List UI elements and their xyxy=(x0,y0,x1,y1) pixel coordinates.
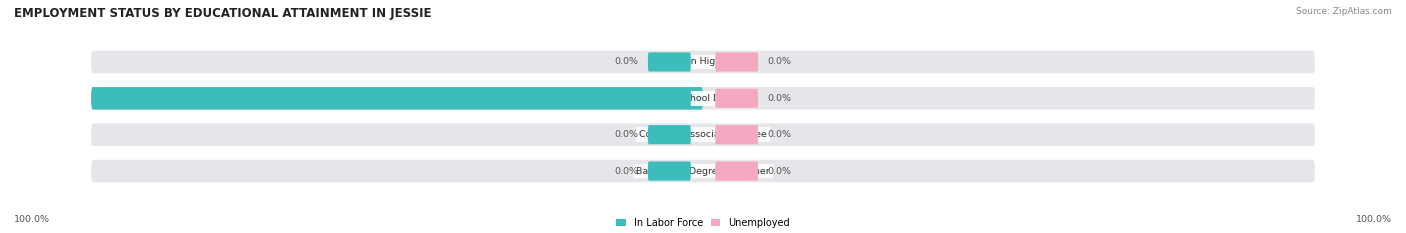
Text: 0.0%: 0.0% xyxy=(768,130,792,139)
Text: Less than High School: Less than High School xyxy=(651,58,755,66)
FancyBboxPatch shape xyxy=(91,87,703,110)
Text: 0.0%: 0.0% xyxy=(768,58,792,66)
Text: 0.0%: 0.0% xyxy=(614,58,638,66)
FancyBboxPatch shape xyxy=(716,89,758,108)
Text: 0.0%: 0.0% xyxy=(614,130,638,139)
FancyBboxPatch shape xyxy=(648,161,690,181)
FancyBboxPatch shape xyxy=(648,125,690,144)
FancyBboxPatch shape xyxy=(716,161,758,181)
Text: 0.0%: 0.0% xyxy=(768,167,792,175)
FancyBboxPatch shape xyxy=(91,51,1315,73)
FancyBboxPatch shape xyxy=(91,160,1315,182)
FancyBboxPatch shape xyxy=(648,89,690,108)
Text: 0.0%: 0.0% xyxy=(768,94,792,103)
FancyBboxPatch shape xyxy=(91,123,1315,146)
FancyBboxPatch shape xyxy=(91,87,1315,110)
Text: 100.0%: 100.0% xyxy=(42,94,82,103)
Text: EMPLOYMENT STATUS BY EDUCATIONAL ATTAINMENT IN JESSIE: EMPLOYMENT STATUS BY EDUCATIONAL ATTAINM… xyxy=(14,7,432,20)
FancyBboxPatch shape xyxy=(648,52,690,72)
FancyBboxPatch shape xyxy=(716,52,758,72)
Text: Bachelor’s Degree or higher: Bachelor’s Degree or higher xyxy=(636,167,770,175)
Text: College / Associate Degree: College / Associate Degree xyxy=(640,130,766,139)
Text: 100.0%: 100.0% xyxy=(14,215,51,224)
Text: 100.0%: 100.0% xyxy=(1355,215,1392,224)
FancyBboxPatch shape xyxy=(716,125,758,144)
Text: 0.0%: 0.0% xyxy=(614,167,638,175)
Text: High School Diploma: High School Diploma xyxy=(654,94,752,103)
Legend: In Labor Force, Unemployed: In Labor Force, Unemployed xyxy=(616,218,790,228)
Text: Source: ZipAtlas.com: Source: ZipAtlas.com xyxy=(1296,7,1392,16)
